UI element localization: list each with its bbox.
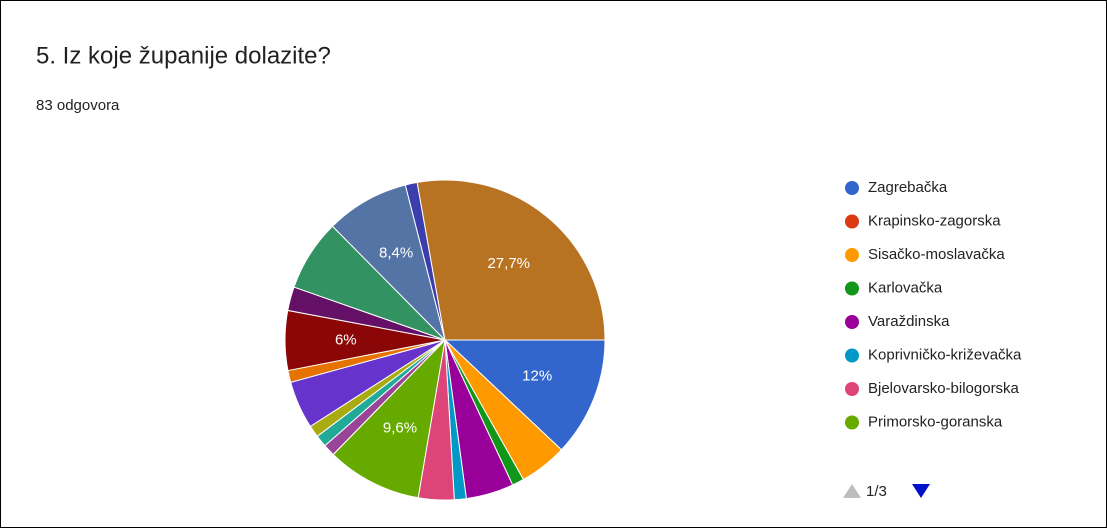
data-label: 12% bbox=[522, 368, 552, 385]
legend-label: Varaždinska bbox=[868, 313, 950, 330]
legend-label: Bjelovarsko-bilogorska bbox=[868, 380, 1020, 397]
legend-swatch bbox=[845, 281, 859, 296]
pager-label: 1/3 bbox=[866, 483, 887, 500]
pager-next[interactable] bbox=[912, 484, 930, 498]
legend-label: Primorsko-goranska bbox=[868, 413, 1003, 430]
pie-slice bbox=[331, 184, 446, 342]
legend-label: Krapinsko-zagorska bbox=[868, 212, 1001, 229]
legend-label: Koprivničko-križevačka bbox=[868, 346, 1022, 363]
legend-swatch bbox=[845, 382, 859, 396]
data-label: 6% bbox=[335, 331, 357, 348]
chart-subtitle: 83 odgovora bbox=[36, 97, 120, 114]
legend-label: Karlovačka bbox=[868, 279, 943, 296]
data-label: 27,7% bbox=[487, 255, 530, 272]
legend-swatch bbox=[845, 348, 859, 363]
pie-slice bbox=[443, 339, 606, 451]
legend-label: Sisačko-moslavačka bbox=[868, 246, 1005, 263]
pie-slice bbox=[332, 338, 446, 499]
legend-swatch bbox=[845, 181, 859, 195]
legend-label: Zagrebačka bbox=[868, 179, 948, 196]
legend-swatch bbox=[845, 415, 859, 430]
data-label: 9,6% bbox=[383, 419, 417, 436]
legend-swatch bbox=[845, 315, 859, 329]
pie-slice bbox=[416, 179, 606, 341]
chart-title: 5. Iz koje županije dolazite? bbox=[36, 42, 331, 69]
legend-swatch bbox=[845, 248, 859, 262]
pager-prev[interactable] bbox=[843, 484, 861, 498]
legend-swatch bbox=[845, 214, 859, 229]
data-label: 8,4% bbox=[379, 245, 413, 262]
